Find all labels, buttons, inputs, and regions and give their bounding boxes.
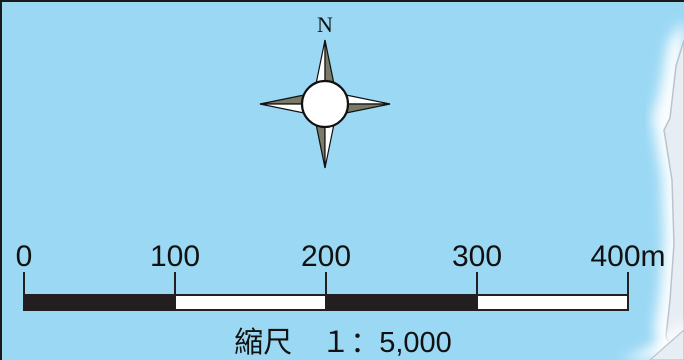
scale-label-100: 100	[150, 240, 200, 273]
scale-label-200: 200	[301, 240, 351, 273]
land-area	[620, 20, 684, 360]
compass-rose-icon	[259, 39, 391, 169]
scale-ratio-text: 縮尺 １：5,000	[234, 326, 452, 359]
scale-label-300: 300	[452, 240, 502, 273]
north-label: N	[317, 12, 333, 37]
scale-label-0: 0	[16, 240, 33, 273]
scale-segment-2	[175, 295, 326, 310]
scale-segment-3	[326, 295, 477, 310]
scale-label-400: 400m	[590, 240, 665, 273]
scale-segment-4	[477, 295, 628, 310]
scale-segment-1	[24, 295, 175, 310]
map-frame-left	[0, 0, 2, 360]
scale-bar	[23, 272, 629, 311]
map-frame-top	[0, 0, 684, 2]
